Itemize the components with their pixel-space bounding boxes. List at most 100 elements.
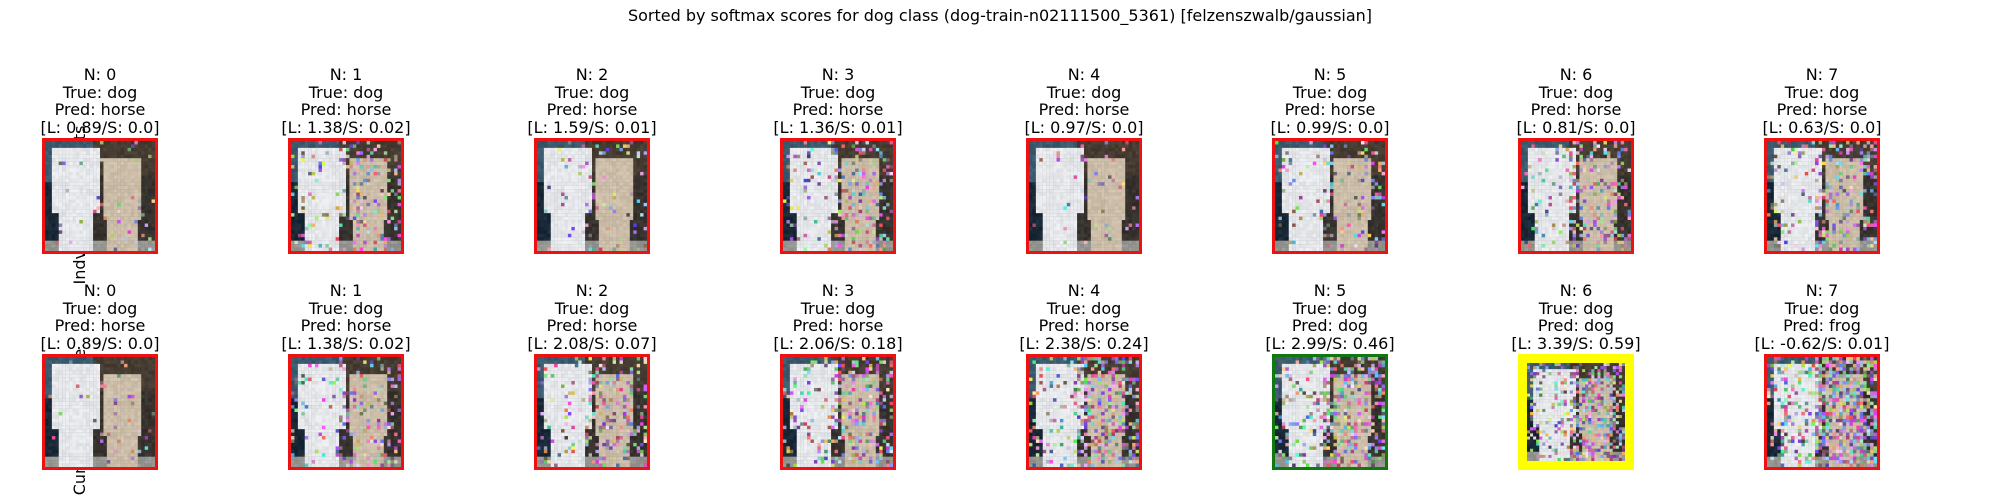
image-pixels — [291, 141, 401, 251]
panel-index-label: N: 3 — [821, 65, 855, 84]
score-label: [L: 0.81/S: 0.0] — [1516, 117, 1636, 137]
true-class-label: True: dog — [554, 298, 630, 318]
panel-index-label: N: 6 — [1559, 281, 1593, 300]
panel-index-label: N: 7 — [1805, 65, 1839, 84]
panel-index-label: N: 0 — [83, 65, 117, 84]
predicted-class-label: Pred: horse — [546, 100, 638, 119]
true-class-label: True: dog — [1046, 298, 1122, 318]
panel-index-label: N: 6 — [1559, 65, 1593, 84]
score-label: [L: 2.99/S: 0.46] — [1265, 333, 1395, 353]
true-class-label: True: dog — [1292, 298, 1368, 318]
segment-image — [534, 138, 650, 254]
panel-title: N: 0 True: dog Pred: horse [L: 0.89/S: 0.0] — [5, 282, 195, 352]
panel-r1-c0: N: 0 True: dog Pred: horse [L: 0.89/S: 0.0] — [5, 282, 195, 470]
panel-index-label: N: 3 — [821, 281, 855, 300]
panel-title: N: 7 True: dog Pred: horse [L: 0.63/S: 0.0] — [1727, 66, 1917, 136]
panel-r0-c4: N: 4 True: dog Pred: horse [L: 0.97/S: 0.0] — [989, 66, 1179, 254]
panel-index-label: N: 0 — [83, 281, 117, 300]
panel-title: N: 0 True: dog Pred: horse [L: 0.89/S: 0.0] — [5, 66, 195, 136]
predicted-class-label: Pred: horse — [546, 316, 638, 335]
image-pixels — [1275, 141, 1385, 251]
predicted-class-label: Pred: horse — [1776, 100, 1868, 119]
image-pixels — [45, 357, 155, 467]
predicted-class-label: Pred: horse — [792, 316, 884, 335]
image-pixels — [1527, 363, 1625, 461]
panel-title: N: 7 True: dog Pred: frog [L: -0.62/S: 0.01… — [1727, 282, 1917, 352]
true-class-label: True: dog — [308, 82, 384, 102]
figure-title: Sorted by softmax scores for dog class (… — [627, 6, 1373, 25]
segment-image — [288, 138, 404, 254]
image-pixels — [783, 357, 893, 467]
segment-image — [288, 354, 404, 470]
panel-r0-c6: N: 6 True: dog Pred: horse [L: 0.81/S: 0.0] — [1481, 66, 1671, 254]
image-pixels — [1767, 141, 1877, 251]
panel-index-label: N: 4 — [1067, 65, 1101, 84]
score-label: [L: 0.97/S: 0.0] — [1024, 117, 1144, 137]
segment-image — [534, 354, 650, 470]
score-label: [L: 2.08/S: 0.07] — [527, 333, 657, 353]
true-class-label: True: dog — [800, 298, 876, 318]
predicted-class-label: Pred: frog — [1783, 316, 1861, 335]
predicted-class-label: Pred: horse — [1284, 100, 1376, 119]
image-pixels — [537, 357, 647, 467]
panel-title: N: 1 True: dog Pred: horse [L: 1.38/S: 0.02… — [251, 282, 441, 352]
predicted-class-label: Pred: horse — [54, 316, 146, 335]
panel-title: N: 6 True: dog Pred: dog [L: 3.39/S: 0.59] — [1481, 282, 1671, 352]
panel-title: N: 4 True: dog Pred: horse [L: 0.97/S: 0.0] — [989, 66, 1179, 136]
segment-image — [1518, 354, 1634, 470]
score-label: [L: 3.39/S: 0.59] — [1511, 333, 1641, 353]
panel-index-label: N: 4 — [1067, 281, 1101, 300]
score-label: [L: 2.06/S: 0.18] — [773, 333, 903, 353]
true-class-label: True: dog — [1046, 82, 1122, 102]
image-pixels — [291, 357, 401, 467]
segment-image — [1026, 354, 1142, 470]
segment-image — [1272, 354, 1388, 470]
predicted-class-label: Pred: horse — [1530, 100, 1622, 119]
segment-image — [42, 354, 158, 470]
segment-image — [42, 138, 158, 254]
panel-index-label: N: 2 — [575, 65, 609, 84]
score-label: [L: 1.38/S: 0.02] — [281, 333, 411, 353]
panel-r0-c2: N: 2 True: dog Pred: horse [L: 1.59/S: 0.01… — [497, 66, 687, 254]
predicted-class-label: Pred: horse — [1038, 100, 1130, 119]
score-label: [L: 1.36/S: 0.01] — [773, 117, 903, 137]
panel-title: N: 5 True: dog Pred: horse [L: 0.99/S: 0.0] — [1235, 66, 1425, 136]
segment-image — [780, 354, 896, 470]
image-pixels — [45, 141, 155, 251]
image-pixels — [783, 141, 893, 251]
score-label: [L: 2.38/S: 0.24] — [1019, 333, 1149, 353]
image-pixels — [1029, 141, 1139, 251]
panel-title: N: 1 True: dog Pred: horse [L: 1.38/S: 0.02… — [251, 66, 441, 136]
panel-r0-c3: N: 3 True: dog Pred: horse [L: 1.36/S: 0.01… — [743, 65, 933, 254]
true-class-label: True: dog — [308, 298, 384, 318]
panel-r1-c1: N: 1 True: dog Pred: horse [L: 1.38/S: 0.02… — [251, 282, 441, 470]
panel-r1-c5: N: 5 True: dog Pred: dog [L: 2.99/S: 0.46] — [1235, 281, 1425, 470]
panel-r0-c5: N: 5 True: dog Pred: horse [L: 0.99/S: 0.0] — [1235, 66, 1425, 254]
segment-image — [1272, 138, 1388, 254]
panel-r1-c7: N: 7 True: dog Pred: frog [L: -0.62/S: 0.01… — [1727, 282, 1917, 470]
panel-title: N: 4 True: dog Pred: horse [L: 2.38/S: 0.24… — [989, 282, 1179, 352]
image-pixels — [537, 141, 647, 251]
segment-image — [780, 138, 896, 254]
predicted-class-label: Pred: dog — [1537, 316, 1615, 335]
panel-r1-c4: N: 4 True: dog Pred: horse [L: 2.38/S: 0.24… — [989, 282, 1179, 470]
true-class-label: True: dog — [1784, 298, 1860, 318]
predicted-class-label: Pred: horse — [300, 316, 392, 335]
image-pixels — [1521, 141, 1631, 251]
panel-r1-c3: N: 3 True: dog Pred: horse [L: 2.06/S: 0.18… — [743, 281, 933, 470]
image-pixels — [1029, 357, 1139, 467]
image-pixels — [1275, 357, 1385, 467]
panel-title: N: 6 True: dog Pred: horse [L: 0.81/S: 0.0] — [1481, 66, 1671, 136]
score-label: [L: 0.89/S: 0.0] — [40, 333, 160, 353]
segment-image — [1764, 354, 1880, 470]
panel-index-label: N: 1 — [329, 281, 363, 300]
true-class-label: True: dog — [1292, 82, 1368, 102]
true-class-label: True: dog — [1538, 82, 1614, 102]
true-class-label: True: dog — [62, 82, 138, 102]
panel-title: N: 2 True: dog Pred: horse [L: 2.08/S: 0.07… — [497, 282, 687, 352]
panel-index-label: N: 5 — [1313, 281, 1347, 300]
true-class-label: True: dog — [62, 298, 138, 318]
predicted-class-label: Pred: horse — [1038, 316, 1130, 335]
panel-title: N: 2 True: dog Pred: horse [L: 1.59/S: 0.01… — [497, 66, 687, 136]
segment-image — [1764, 138, 1880, 254]
